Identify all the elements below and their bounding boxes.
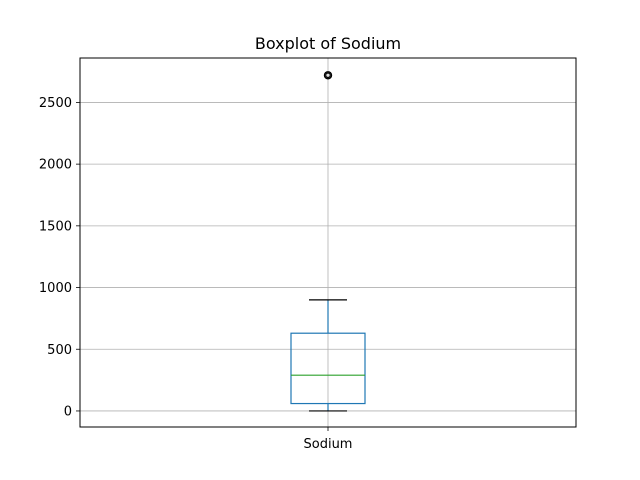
boxes [290,71,366,412]
plot-frame [79,57,577,428]
y-tick-label: 1500 [39,219,72,234]
box-iqr [290,332,366,405]
outlier-point [323,71,333,80]
x-tick-label: Sodium [304,437,353,452]
y-tick-label: 2500 [39,96,72,111]
chart-title: Boxplot of Sodium [255,34,401,53]
y-tick-label: 1000 [39,281,72,296]
axes: 0 500 1000 1500 2000 2500 Sodium [39,96,353,452]
y-tick-label: 2000 [39,158,72,173]
y-tick-label: 500 [47,343,72,358]
y-tick-label: 0 [64,404,72,419]
grid [80,58,576,427]
outlier-point-overlap [325,72,331,79]
